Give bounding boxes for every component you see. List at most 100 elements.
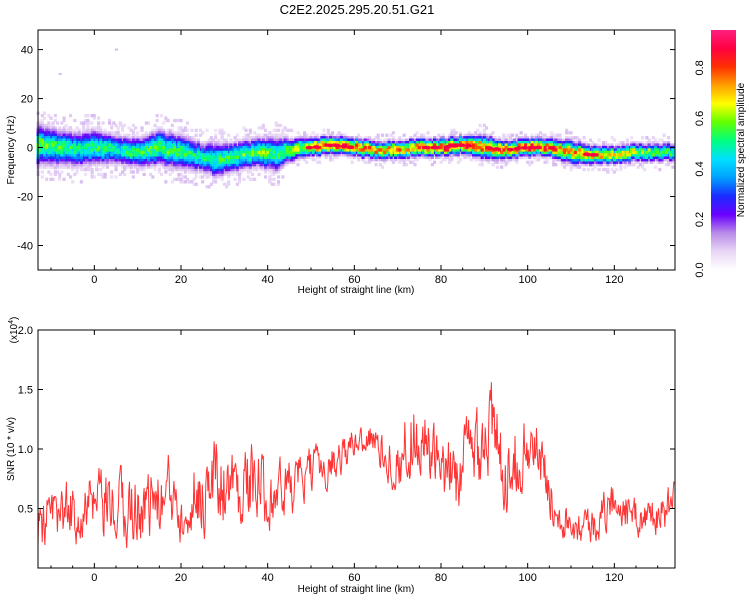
spectrogram-cell <box>669 153 673 157</box>
spectrogram-cell <box>212 148 216 152</box>
spectrogram-cell <box>45 153 49 157</box>
spectrogram-cell <box>101 155 105 159</box>
spectrogram-cell <box>385 145 389 150</box>
spectrogram-cell <box>279 158 283 162</box>
spectrogram-cell <box>118 143 122 147</box>
spectrogram-cell <box>292 160 296 164</box>
spectrogram-cell <box>277 160 281 164</box>
spectrogram-cell <box>391 150 395 155</box>
spectrogram-cell <box>155 114 159 118</box>
spectrogram-cell <box>88 138 92 142</box>
spectrogram-cell <box>125 148 129 152</box>
spectrogram-cell <box>207 163 211 167</box>
spectrogram-cell <box>49 123 53 128</box>
spectrogram-cell <box>277 167 281 172</box>
spectrogram-cell <box>129 160 133 164</box>
spectrogram-cell <box>342 138 346 142</box>
spectrogram-cell <box>667 158 671 162</box>
spectrogram-cell <box>446 150 450 155</box>
spectrogram-cell <box>517 143 521 147</box>
spectrogram-cell <box>274 121 278 125</box>
spectrogram-cell <box>658 155 662 159</box>
spectrogram-cell <box>97 126 101 130</box>
spectrogram-cell <box>222 141 226 145</box>
spectrogram-cell <box>101 136 105 140</box>
spectrogram-cell <box>576 136 580 140</box>
spectrogram-cell <box>374 155 378 159</box>
spectrogram-cell <box>530 141 534 145</box>
spectrogram-cell <box>49 163 53 167</box>
spectrogram-cell <box>357 148 361 152</box>
spectrogram-cell <box>268 170 272 174</box>
spectrogram-cell <box>66 126 70 130</box>
spectrogram-cell <box>186 167 190 172</box>
snr-x-axis-label: Height of straight line (km) <box>298 584 415 595</box>
spectrogram-cell <box>51 148 55 152</box>
spectrogram-cell <box>472 150 476 155</box>
spectrogram-cell <box>565 136 569 140</box>
spectrogram-cell <box>266 165 270 169</box>
spectrogram-cell <box>97 116 101 120</box>
spectrogram-cell <box>413 155 417 159</box>
spectrogram-cell <box>456 148 460 152</box>
spectrogram-cell <box>303 153 307 157</box>
spectrogram-cell <box>82 121 86 125</box>
spectrogram-cell <box>155 163 159 167</box>
spectrogram-cell <box>186 160 190 164</box>
spectrogram-cell <box>567 138 571 142</box>
spectrogram-cell <box>298 158 302 162</box>
spectrogram-cell <box>253 163 257 167</box>
spectrogram-cell <box>157 131 161 135</box>
spectrogram-cell <box>40 136 44 140</box>
spectrogram-y-tick-label: 0 <box>27 143 33 155</box>
spectrogram-cell <box>452 133 456 137</box>
spectrogram-cell <box>500 153 504 157</box>
spectrogram-cell <box>264 148 268 152</box>
spectrogram-cell <box>218 158 222 162</box>
spectrogram-cell <box>578 160 582 164</box>
spectrogram-cell <box>201 175 205 179</box>
spectrogram-cell <box>313 143 317 147</box>
spectrogram-cell <box>261 153 265 157</box>
spectrogram-cell <box>534 155 538 159</box>
spectrogram-cell <box>116 136 120 140</box>
spectrogram-cell <box>101 153 105 157</box>
spectrogram-cell <box>51 123 55 128</box>
spectrogram-cell <box>257 150 261 155</box>
spectrogram-cell <box>238 148 242 152</box>
spectrogram-cell <box>138 138 142 142</box>
spectrogram-cell <box>114 138 118 142</box>
spectrogram-cell <box>567 141 571 145</box>
spectrogram-cell <box>309 143 313 147</box>
spectrogram-cell <box>69 114 73 118</box>
spectrogram-cell <box>274 163 278 167</box>
spectrogram-cell <box>649 141 653 145</box>
spectrogram-cell <box>433 160 437 164</box>
spectrogram-cell <box>415 131 419 135</box>
spectrogram-cell <box>160 143 164 147</box>
snr-x-tick-label: 0 <box>91 572 97 584</box>
spectrogram-cell <box>274 153 278 157</box>
spectrogram-cell <box>398 141 402 145</box>
spectrogram-cell <box>277 163 281 167</box>
spectrogram-cell <box>326 136 330 140</box>
spectrogram-cell <box>253 138 257 142</box>
spectrogram-cell <box>602 155 606 159</box>
spectrogram-cell <box>56 138 60 142</box>
spectrogram-cell <box>90 121 94 125</box>
spectrogram-cell <box>608 150 612 155</box>
spectrogram-cell <box>49 172 53 177</box>
spectrogram-cell <box>218 145 222 150</box>
spectrogram-cell <box>376 133 380 137</box>
spectrogram-cell <box>162 165 166 169</box>
spectrogram-cell <box>547 148 551 152</box>
spectrogram-cell <box>309 141 313 145</box>
spectrogram-cell <box>279 145 283 150</box>
spectrogram-cell <box>244 143 248 147</box>
spectrogram-cell <box>155 133 159 137</box>
spectrogram-cell <box>170 155 174 159</box>
spectrogram-cell <box>599 145 603 150</box>
spectrogram-cell <box>298 155 302 159</box>
spectrogram-cell <box>612 155 616 159</box>
spectrogram-cell <box>545 160 549 164</box>
